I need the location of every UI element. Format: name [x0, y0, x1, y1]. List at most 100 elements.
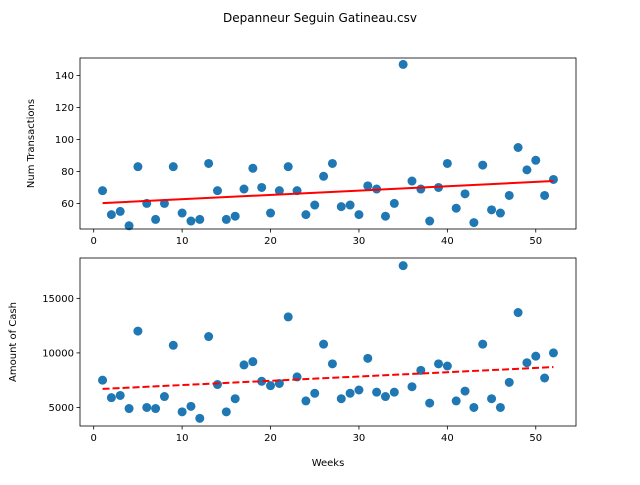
transactions-y-tick-label: 100 [55, 135, 74, 146]
cash-data-point [98, 375, 108, 385]
transactions-data-point [283, 162, 293, 172]
transactions-data-point [274, 186, 284, 196]
transactions-data-point [442, 158, 452, 168]
transactions-data-point [354, 210, 364, 220]
cash-data-point [460, 386, 470, 396]
cash-data-point [389, 387, 399, 397]
cash-data-point [310, 388, 320, 398]
cash-data-point [504, 377, 514, 387]
cash-x-axis-label: Weeks [312, 458, 345, 469]
transactions-x-tick-label: 20 [264, 236, 277, 247]
transactions-data-point [460, 189, 470, 199]
transactions-x-tick-label: 0 [91, 236, 97, 247]
cash-y-tick-label: 15000 [42, 294, 74, 305]
cash-x-tick-label: 30 [353, 433, 366, 444]
transactions-data-point [106, 210, 116, 220]
cash-data-point [301, 396, 311, 406]
transactions-data-point [151, 214, 161, 224]
cash-data-point [336, 394, 346, 404]
cash-data-point [531, 351, 541, 361]
transactions-data-point [124, 221, 134, 231]
cash-data-point [133, 326, 143, 336]
transactions-data-point [380, 211, 390, 221]
cash-data-point [548, 348, 558, 358]
transactions-x-tick-label: 30 [353, 236, 366, 247]
cash-data-point [363, 353, 373, 363]
cash-x-tick-label: 40 [441, 433, 454, 444]
transactions-data-point [266, 208, 276, 218]
transactions-data-point [389, 198, 399, 208]
cash-data-point [540, 373, 550, 383]
transactions-data-point [416, 184, 426, 194]
transactions-data-point [504, 190, 514, 200]
transactions-data-point [257, 182, 267, 192]
cash-data-point [478, 339, 488, 349]
transactions-data-point [204, 158, 214, 168]
transactions-data-point [168, 162, 178, 172]
transactions-data-point [531, 155, 541, 165]
transactions-data-point [495, 208, 505, 218]
transactions-data-point [133, 162, 143, 172]
cash-data-point [513, 308, 523, 318]
transactions-x-tick-label: 10 [176, 236, 189, 247]
cash-data-point [204, 332, 214, 342]
cash-data-point [380, 392, 390, 402]
cash-x-tick-label: 0 [91, 433, 97, 444]
transactions-data-point [327, 158, 337, 168]
transactions-data-point [301, 210, 311, 220]
cash-data-point [451, 396, 461, 406]
cash-trend-line [102, 366, 554, 390]
cash-axes-frame [79, 257, 577, 427]
cash-x-tick-label: 10 [176, 433, 189, 444]
transactions-y-tick-label: 120 [55, 103, 74, 114]
cash-x-tick-label: 20 [264, 433, 277, 444]
transactions-data-point [98, 186, 108, 196]
cash-data-point [124, 404, 134, 414]
transactions-scatter-panel: 0 10 20 30 40 50 60 80 100 120 140 Num Transactions [26, 57, 577, 247]
cash-data-point [115, 390, 125, 400]
cash-data-point [151, 404, 161, 414]
cash-data-point [257, 376, 267, 386]
cash-data-point [221, 407, 231, 417]
cash-data-point [168, 340, 178, 350]
cash-data-point [248, 357, 258, 367]
transactions-y-tick-label: 80 [61, 167, 74, 178]
transactions-data-point [478, 160, 488, 170]
cash-y-axis-label: Amount of Cash [8, 302, 19, 382]
cash-data-point [266, 381, 276, 391]
transactions-data-point [221, 214, 231, 224]
transactions-x-tick-label: 40 [441, 236, 454, 247]
cash-y-tick-label: 5000 [49, 403, 74, 414]
cash-scatter-panel: 0 10 20 30 40 50 5000 10000 15000 Amount of Cash W… [8, 257, 577, 469]
transactions-axes-frame [79, 57, 577, 230]
transactions-data-point [425, 216, 435, 226]
cash-data-point [398, 261, 408, 271]
cash-x-tick-label: 50 [529, 433, 542, 444]
cash-data-point [327, 359, 337, 369]
cash-data-point [407, 382, 417, 392]
cash-data-point [522, 358, 532, 368]
transactions-data-point [212, 186, 222, 196]
transactions-data-point [548, 174, 558, 184]
cash-data-point [142, 402, 152, 412]
transactions-data-point [522, 165, 532, 175]
cash-data-point [195, 413, 205, 423]
cash-data-point [283, 312, 293, 322]
cash-data-point [212, 380, 222, 390]
transactions-y-axis-label: Num Transactions [26, 99, 37, 188]
transactions-data-point [469, 218, 479, 228]
cash-data-point [106, 393, 116, 403]
transactions-data-point [186, 216, 196, 226]
cash-data-point [345, 388, 355, 398]
cash-data-point [230, 394, 240, 404]
cash-y-tick-label: 10000 [42, 348, 74, 359]
cash-data-point [354, 385, 364, 395]
transactions-trend-line [102, 180, 554, 205]
cash-data-point [434, 359, 444, 369]
cash-data-point [159, 392, 169, 402]
cash-data-point [442, 361, 452, 371]
cash-data-point [372, 387, 382, 397]
transactions-data-point [195, 214, 205, 224]
cash-data-point [186, 401, 196, 411]
